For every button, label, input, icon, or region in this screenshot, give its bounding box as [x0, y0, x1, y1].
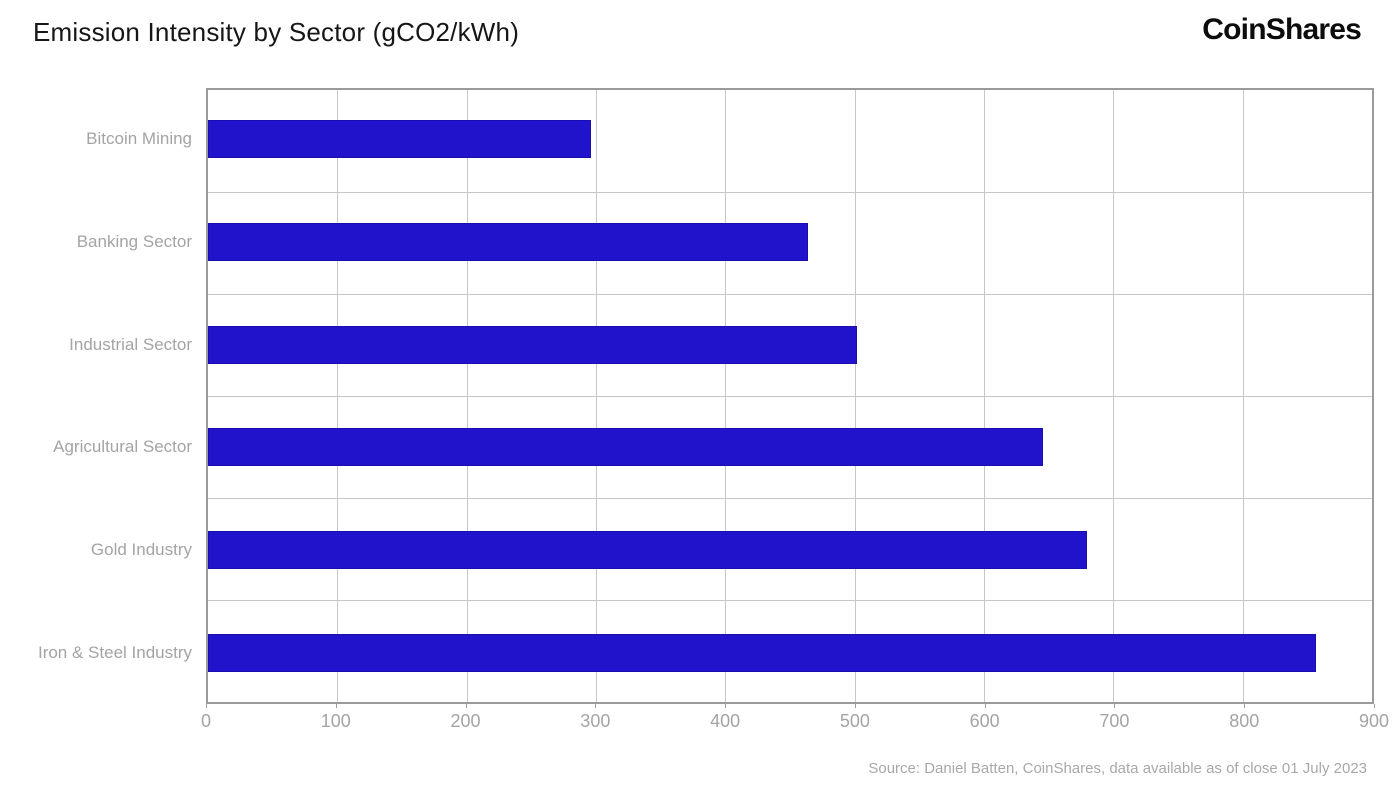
bar-iron-steel-industry — [208, 633, 1317, 672]
x-tick-mark — [1374, 704, 1375, 708]
bar-banking-sector — [208, 223, 809, 261]
gridline-horizontal — [208, 192, 1372, 193]
category-label: Agricultural Sector — [53, 437, 192, 457]
bar-gold-industry — [208, 531, 1088, 569]
gridline-horizontal — [208, 294, 1372, 295]
x-tick-mark — [854, 704, 856, 708]
plot-area — [206, 88, 1374, 704]
x-tick-label: 200 — [450, 711, 481, 731]
bar-bitcoin-mining — [208, 120, 591, 159]
x-tick-mark — [1244, 704, 1246, 708]
x-tick-mark — [465, 704, 467, 708]
bar-industrial-sector — [208, 325, 858, 364]
gridline-horizontal — [208, 396, 1372, 397]
category-label: Industrial Sector — [69, 334, 192, 354]
x-tick-label: 300 — [580, 711, 611, 731]
category-label: Bitcoin Mining — [86, 129, 192, 149]
x-tick-label: 800 — [1229, 711, 1260, 731]
x-tick-label: 400 — [710, 711, 741, 731]
chart-title: Emission Intensity by Sector (gCO2/kWh) — [33, 17, 520, 47]
x-tick-mark — [1114, 704, 1116, 708]
source-note: Source: Daniel Batten, CoinShares, data … — [868, 760, 1367, 777]
gridline-horizontal — [208, 600, 1372, 601]
category-label: Iron & Steel Industry — [37, 642, 192, 662]
category-label: Banking Sector — [76, 231, 192, 251]
x-tick-label: 600 — [969, 711, 1000, 731]
x-tick-label: 700 — [1099, 711, 1130, 731]
x-tick-mark — [206, 704, 207, 708]
category-label: Gold Industry — [90, 539, 192, 559]
x-tick-mark — [335, 704, 337, 708]
x-tick-mark — [595, 704, 597, 708]
x-tick-label: 500 — [839, 711, 870, 731]
x-tick-label: 900 — [1358, 711, 1390, 731]
x-tick-label: 100 — [320, 711, 351, 731]
x-tick-mark — [984, 704, 986, 708]
coinshares-logo: CoinShares — [1202, 13, 1362, 46]
gridline-horizontal — [208, 498, 1372, 499]
x-tick-mark — [725, 704, 727, 708]
bar-agricultural-sector — [208, 428, 1044, 467]
x-tick-label: 0 — [200, 711, 212, 731]
